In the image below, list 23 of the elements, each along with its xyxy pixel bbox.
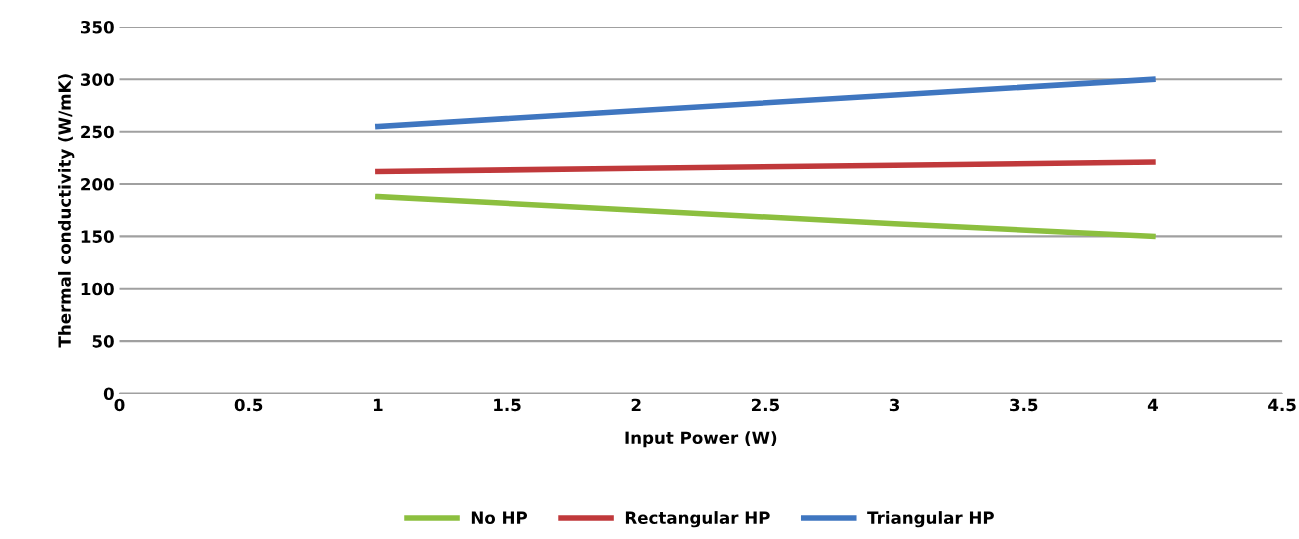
x-tick-label: 2 bbox=[631, 398, 641, 411]
x-tick-label: 4 bbox=[1147, 398, 1158, 411]
x-tick-label: 2.5 bbox=[751, 398, 779, 412]
y-tick-label: 300 bbox=[80, 73, 114, 86]
legend-label: No HP bbox=[471, 511, 528, 524]
x-tick-label: 3 bbox=[889, 398, 900, 412]
y-tick-label: 350 bbox=[80, 20, 114, 34]
y-tick-label: 150 bbox=[81, 230, 114, 243]
x-tick-label: 1 bbox=[373, 398, 383, 411]
y-tick-label: 0 bbox=[103, 387, 114, 401]
legend-label: Rectangular HP bbox=[625, 511, 770, 528]
y-tick-label: 250 bbox=[81, 125, 114, 139]
x-axis-title: Input Power (W) bbox=[625, 431, 777, 448]
x-tick-label: 0.5 bbox=[234, 398, 263, 412]
y-tick-label: 200 bbox=[81, 177, 114, 191]
y-tick-label: 100 bbox=[81, 282, 114, 296]
y-axis-title: Thermal conductivity (W/mK) bbox=[58, 74, 75, 348]
legend-label: Triangular HP bbox=[867, 511, 994, 528]
x-tick-label: 4.5 bbox=[1268, 398, 1296, 412]
x-tick-label: 0 bbox=[114, 398, 125, 412]
x-tick-label: 3.5 bbox=[1010, 398, 1038, 412]
x-tick-label: 1.5 bbox=[494, 398, 521, 412]
y-tick-label: 50 bbox=[92, 335, 114, 348]
